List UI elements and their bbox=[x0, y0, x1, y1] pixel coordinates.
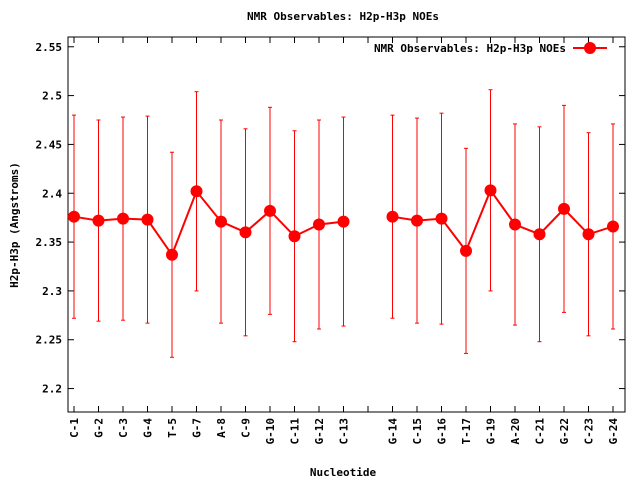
point bbox=[337, 215, 350, 228]
point bbox=[117, 212, 129, 225]
point bbox=[460, 244, 472, 257]
x-tick-label: A-8 bbox=[215, 418, 228, 438]
point bbox=[92, 214, 105, 227]
x-tick-label: G-19 bbox=[485, 418, 498, 445]
x-tick-label: G-12 bbox=[313, 418, 326, 445]
point bbox=[313, 218, 325, 231]
y-tick-label: 2.4 bbox=[42, 187, 62, 200]
point bbox=[582, 228, 595, 241]
x-tick-label: C-15 bbox=[411, 418, 424, 445]
y-tick-label: 2.25 bbox=[36, 334, 63, 347]
legend-point bbox=[584, 42, 596, 54]
x-tick-label: G-7 bbox=[191, 418, 204, 438]
x-axis-label: Nucleotide bbox=[310, 466, 377, 479]
x-tick-label: G-10 bbox=[264, 418, 277, 445]
y-tick-label: 2.35 bbox=[36, 236, 63, 249]
x-tick-label: C-23 bbox=[583, 418, 596, 445]
x-tick-label: G-14 bbox=[387, 418, 400, 445]
point bbox=[141, 213, 154, 226]
y-tick-label: 2.5 bbox=[42, 90, 62, 103]
x-tick-label: G-2 bbox=[93, 418, 106, 438]
x-tick-label: G-22 bbox=[558, 418, 571, 445]
point bbox=[558, 202, 570, 215]
x-tick-label: G-24 bbox=[607, 418, 620, 445]
point bbox=[607, 220, 619, 233]
point bbox=[411, 214, 423, 227]
y-axis-label: H2p-H3p (Angstroms) bbox=[8, 162, 21, 288]
point bbox=[68, 210, 80, 223]
x-tick-label: C-3 bbox=[117, 418, 130, 438]
point bbox=[264, 204, 276, 217]
legend-label: NMR Observables: H2p-H3p NOEs bbox=[374, 42, 566, 55]
x-tick-label: T-5 bbox=[166, 418, 179, 438]
x-tick-label: C-13 bbox=[338, 418, 351, 445]
x-tick-label: A-20 bbox=[509, 418, 522, 445]
x-tick-label: G-16 bbox=[436, 418, 449, 445]
y-tick-label: 2.45 bbox=[36, 138, 63, 151]
point bbox=[509, 218, 521, 231]
x-tick-label: C-1 bbox=[68, 418, 81, 438]
y-tick-label: 2.2 bbox=[42, 383, 62, 396]
point bbox=[215, 215, 227, 228]
x-tick-label: T-17 bbox=[460, 418, 473, 445]
point bbox=[484, 184, 497, 197]
x-tick-label: C-9 bbox=[240, 418, 253, 438]
point bbox=[239, 226, 252, 239]
point bbox=[288, 230, 301, 243]
y-tick-label: 2.55 bbox=[36, 41, 63, 54]
x-tick-label: G-4 bbox=[142, 418, 155, 438]
y-tick-label: 2.3 bbox=[42, 285, 62, 298]
point bbox=[386, 210, 399, 223]
point bbox=[190, 185, 203, 198]
x-tick-label: C-11 bbox=[289, 418, 302, 445]
point bbox=[435, 212, 448, 225]
x-tick-label: C-21 bbox=[534, 418, 547, 445]
plot-border bbox=[67, 36, 626, 413]
point bbox=[533, 228, 546, 241]
chart-title: NMR Observables: H2p-H3p NOEs bbox=[247, 10, 439, 23]
point bbox=[166, 248, 178, 261]
